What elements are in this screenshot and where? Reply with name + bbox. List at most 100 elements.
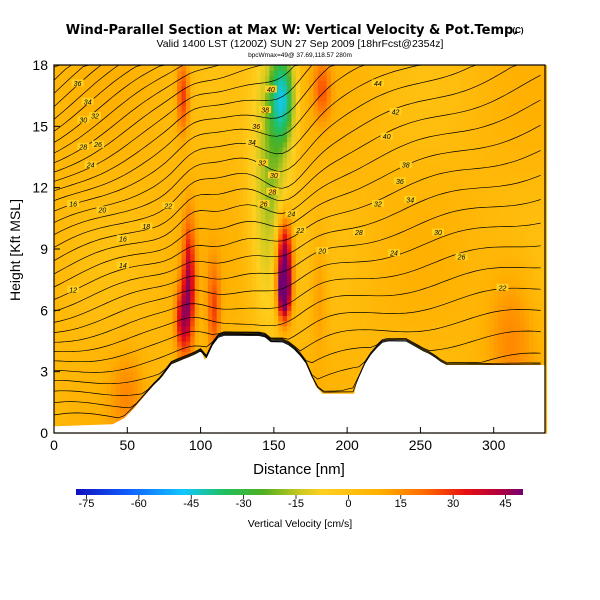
velocity-cell xyxy=(75,361,81,368)
velocity-cell xyxy=(216,264,222,271)
velocity-cell xyxy=(221,213,227,219)
velocity-cell xyxy=(80,172,86,179)
velocity-cell xyxy=(221,116,227,122)
velocity-cell xyxy=(265,228,271,235)
velocity-cell xyxy=(212,131,218,138)
velocity-cell xyxy=(291,75,297,81)
velocity-cell xyxy=(229,243,235,250)
velocity-cell xyxy=(155,289,161,296)
velocity-cell xyxy=(93,136,99,143)
velocity-cell xyxy=(71,417,77,424)
velocity-cell xyxy=(265,284,271,291)
velocity-cell xyxy=(194,213,200,219)
velocity-cell xyxy=(97,356,103,363)
velocity-cell xyxy=(168,238,174,245)
velocity-cell xyxy=(348,325,354,332)
velocity-cell xyxy=(313,187,319,194)
velocity-cell xyxy=(128,192,134,199)
velocity-cell xyxy=(80,402,86,409)
velocity-cell xyxy=(251,151,257,158)
velocity-cell xyxy=(84,182,90,189)
velocity-cell xyxy=(309,289,315,296)
velocity-cell xyxy=(106,341,112,347)
velocity-cell xyxy=(84,381,90,388)
velocity-cell xyxy=(207,80,213,87)
velocity-cell xyxy=(304,274,310,281)
velocity-cell xyxy=(54,361,59,368)
velocity-cell xyxy=(295,305,301,311)
velocity-cell xyxy=(168,157,174,163)
velocity-cell xyxy=(155,300,161,306)
velocity-cell xyxy=(229,269,235,276)
velocity-cell xyxy=(133,320,139,327)
velocity-cell xyxy=(234,80,240,87)
velocity-cell xyxy=(115,412,121,419)
velocity-cell xyxy=(181,228,187,235)
velocity-cell xyxy=(181,197,187,204)
velocity-cell xyxy=(300,284,306,291)
velocity-cell xyxy=(322,376,328,383)
velocity-cell xyxy=(54,197,59,204)
velocity-cell xyxy=(106,172,112,179)
velocity-cell xyxy=(67,223,73,230)
velocity-cell xyxy=(212,238,218,245)
velocity-cell xyxy=(75,254,81,260)
velocity-cell xyxy=(203,228,209,235)
velocity-cell xyxy=(128,320,134,327)
velocity-cell xyxy=(317,105,323,112)
velocity-cell xyxy=(172,95,178,102)
velocity-cell xyxy=(326,325,332,332)
velocity-cell xyxy=(335,111,341,117)
velocity-cell xyxy=(229,300,235,306)
velocity-cell xyxy=(111,126,117,133)
velocity-cell xyxy=(177,167,183,173)
velocity-cell xyxy=(291,335,297,342)
velocity-cell xyxy=(269,320,275,327)
velocity-cell xyxy=(190,238,196,245)
velocity-cell xyxy=(339,274,345,281)
velocity-cell xyxy=(168,146,174,153)
velocity-cell xyxy=(300,289,306,296)
velocity-cell xyxy=(54,376,59,383)
velocity-cell xyxy=(146,351,152,357)
velocity-cell xyxy=(71,136,77,143)
velocity-cell xyxy=(119,182,125,189)
velocity-cell xyxy=(287,157,293,163)
velocity-cell xyxy=(97,228,103,235)
velocity-cell xyxy=(348,85,354,92)
velocity-cell xyxy=(322,361,328,368)
velocity-cell xyxy=(84,346,90,352)
velocity-cell xyxy=(300,157,306,163)
velocity-cell xyxy=(335,269,341,276)
velocity-cell xyxy=(300,203,306,209)
velocity-cell xyxy=(115,371,121,378)
velocity-cell xyxy=(273,80,279,87)
velocity-cell xyxy=(159,208,165,214)
velocity-cell xyxy=(317,192,323,199)
velocity-cell xyxy=(111,105,117,112)
velocity-cell xyxy=(93,233,99,240)
velocity-cell xyxy=(128,346,134,352)
velocity-cell xyxy=(137,320,143,327)
velocity-cell xyxy=(137,146,143,153)
velocity-cell xyxy=(128,208,134,214)
velocity-cell xyxy=(146,376,152,383)
velocity-cell xyxy=(282,90,288,97)
velocity-cell xyxy=(282,289,288,296)
velocity-cell xyxy=(150,376,156,383)
velocity-cell xyxy=(190,141,196,148)
velocity-cell xyxy=(75,371,81,378)
velocity-cell xyxy=(133,284,139,291)
velocity-cell xyxy=(177,65,183,71)
velocity-cell xyxy=(357,361,363,368)
velocity-cell xyxy=(80,346,86,352)
velocity-cell xyxy=(247,300,253,306)
velocity-cell xyxy=(84,203,90,209)
velocity-cell xyxy=(295,146,301,153)
velocity-cell xyxy=(146,249,152,255)
velocity-cell xyxy=(159,279,165,286)
velocity-cell xyxy=(313,243,319,250)
velocity-cell xyxy=(190,259,196,265)
velocity-cell xyxy=(287,254,293,260)
velocity-cell xyxy=(67,325,73,332)
